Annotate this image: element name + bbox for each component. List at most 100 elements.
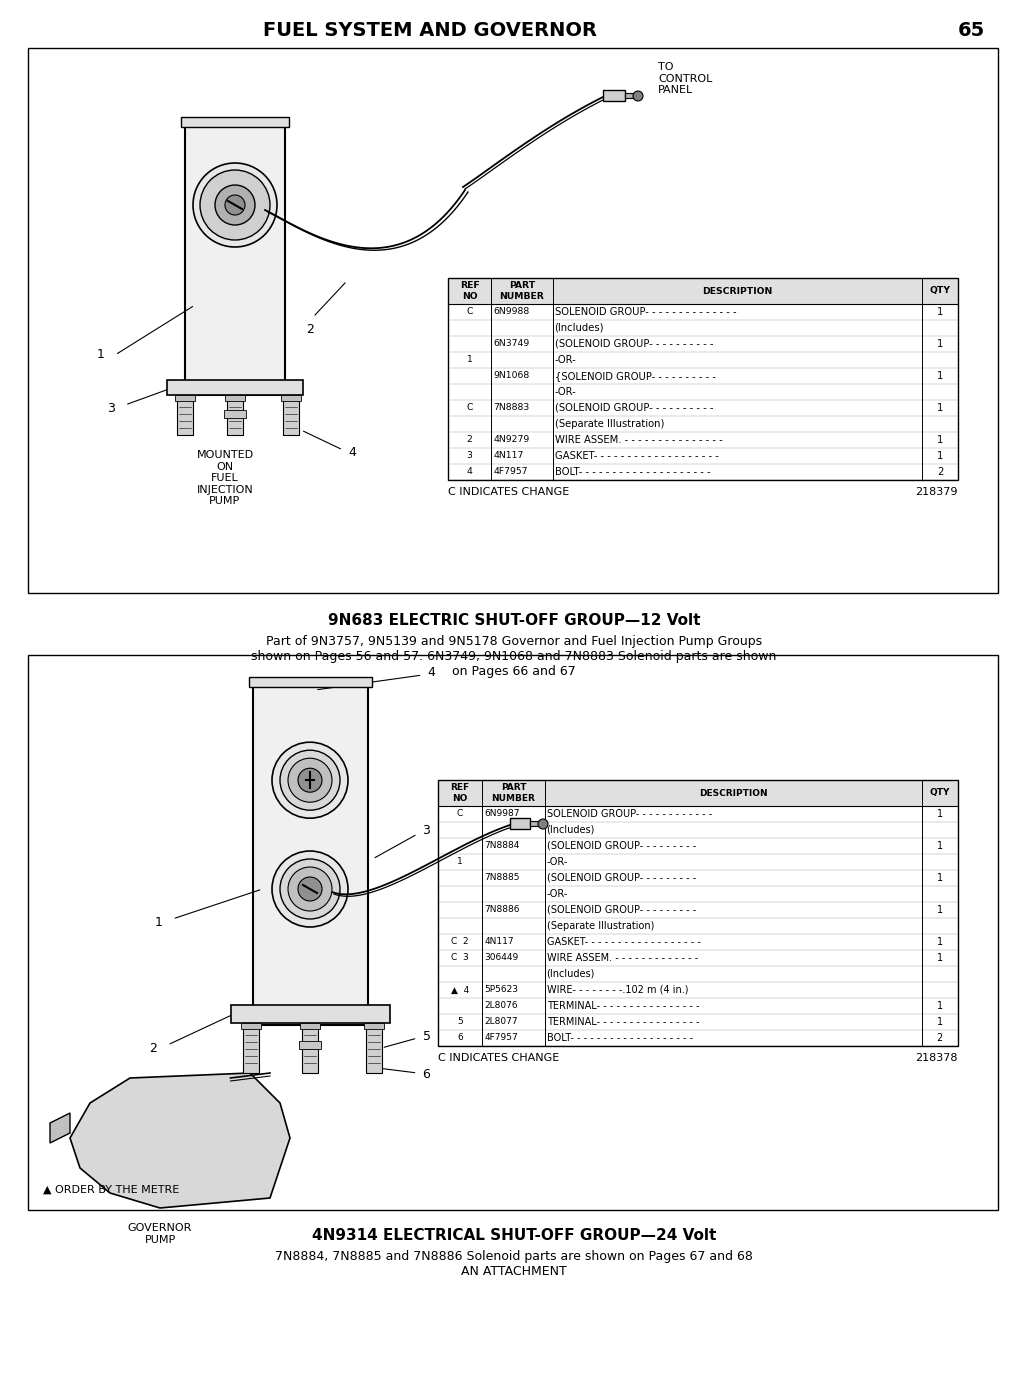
- Text: 4N9279: 4N9279: [493, 435, 530, 445]
- Bar: [248, 678, 371, 687]
- Bar: [283, 395, 299, 435]
- Text: 4F7957: 4F7957: [485, 1033, 518, 1043]
- Text: 7N8883: 7N8883: [493, 403, 530, 413]
- Text: 1: 1: [154, 916, 163, 928]
- Text: 3: 3: [423, 825, 430, 837]
- Text: QTY: QTY: [929, 788, 950, 798]
- Text: 1: 1: [936, 1001, 943, 1011]
- Text: 1: 1: [937, 339, 944, 349]
- Text: 1: 1: [936, 1016, 943, 1028]
- Text: 2: 2: [937, 468, 944, 477]
- Text: 3: 3: [467, 451, 472, 461]
- Text: 1: 1: [937, 307, 944, 316]
- Text: 1: 1: [937, 371, 944, 381]
- Text: C: C: [466, 403, 473, 413]
- Text: BOLT- - - - - - - - - - - - - - - - - - -: BOLT- - - - - - - - - - - - - - - - - - …: [546, 1033, 693, 1043]
- Text: TERMINAL- - - - - - - - - - - - - - - -: TERMINAL- - - - - - - - - - - - - - - -: [546, 1016, 699, 1028]
- Bar: [224, 410, 246, 419]
- Text: C  3: C 3: [452, 953, 469, 963]
- Text: 1: 1: [936, 937, 943, 946]
- Text: 7N8884, 7N8885 and 7N8886 Solenoid parts are shown on Pages 67 and 68
AN ATTACHM: 7N8884, 7N8885 and 7N8886 Solenoid parts…: [275, 1250, 753, 1278]
- Text: SOLENOID GROUP- - - - - - - - - - - -: SOLENOID GROUP- - - - - - - - - - - -: [546, 809, 712, 819]
- Circle shape: [280, 860, 340, 918]
- Text: REF
NO: REF NO: [460, 281, 480, 301]
- Text: 1: 1: [936, 841, 943, 851]
- Text: 1: 1: [936, 904, 943, 916]
- Bar: [301, 1023, 318, 1072]
- Text: Part of 9N3757, 9N5139 and 9N5178 Governor and Fuel Injection Pump Groups
shown : Part of 9N3757, 9N5139 and 9N5178 Govern…: [251, 636, 777, 678]
- Text: C: C: [457, 809, 463, 819]
- Text: 4: 4: [427, 666, 435, 679]
- Circle shape: [288, 867, 332, 911]
- Bar: [603, 90, 625, 101]
- Circle shape: [538, 819, 548, 829]
- Text: 1: 1: [937, 403, 944, 413]
- Text: QTY: QTY: [929, 287, 951, 295]
- Text: PART
NUMBER: PART NUMBER: [499, 281, 544, 301]
- Bar: [300, 1023, 320, 1029]
- Text: 6: 6: [457, 1033, 463, 1043]
- Text: REF
NO: REF NO: [451, 783, 469, 802]
- Bar: [530, 820, 540, 826]
- Text: PART
NUMBER: PART NUMBER: [492, 783, 535, 802]
- Polygon shape: [50, 1113, 70, 1142]
- Text: -OR-: -OR-: [546, 857, 568, 867]
- Text: 9N1068: 9N1068: [493, 371, 530, 381]
- Text: 9N683 ELECTRIC SHUT-OFF GROUP—12 Volt: 9N683 ELECTRIC SHUT-OFF GROUP—12 Volt: [328, 613, 701, 629]
- Text: 2: 2: [149, 1042, 157, 1054]
- Text: 5P5623: 5P5623: [485, 986, 519, 994]
- Text: (Includes): (Includes): [555, 323, 604, 333]
- Text: (Includes): (Includes): [546, 969, 595, 979]
- Text: (SOLENOID GROUP- - - - - - - - -: (SOLENOID GROUP- - - - - - - - -: [546, 904, 696, 916]
- Bar: [438, 780, 958, 1046]
- Text: 1: 1: [467, 356, 472, 364]
- Text: 7N8885: 7N8885: [485, 874, 520, 882]
- Text: 1: 1: [936, 874, 943, 883]
- Text: SOLENOID GROUP- - - - - - - - - - - - - -: SOLENOID GROUP- - - - - - - - - - - - - …: [555, 307, 736, 316]
- Text: ▲  4: ▲ 4: [451, 986, 469, 994]
- Bar: [243, 1023, 258, 1072]
- Text: 4N9314 ELECTRICAL SHUT-OFF GROUP—24 Volt: 4N9314 ELECTRICAL SHUT-OFF GROUP—24 Volt: [312, 1228, 716, 1243]
- Text: 4: 4: [348, 447, 356, 459]
- Bar: [252, 685, 367, 1025]
- Text: C: C: [466, 308, 473, 316]
- Text: 1: 1: [97, 349, 105, 361]
- Text: GOVERNOR
PUMP: GOVERNOR PUMP: [128, 1224, 192, 1245]
- Text: 6: 6: [423, 1068, 430, 1081]
- Text: MOUNTED
ON
FUEL
INJECTION
PUMP: MOUNTED ON FUEL INJECTION PUMP: [197, 449, 253, 507]
- Circle shape: [298, 876, 322, 902]
- Text: TO
CONTROL
PANEL: TO CONTROL PANEL: [658, 62, 712, 95]
- Text: (SOLENOID GROUP- - - - - - - - - -: (SOLENOID GROUP- - - - - - - - - -: [555, 403, 713, 413]
- Circle shape: [200, 169, 270, 239]
- Text: TERMINAL- - - - - - - - - - - - - - - -: TERMINAL- - - - - - - - - - - - - - - -: [546, 1001, 699, 1011]
- Text: 7N8884: 7N8884: [485, 841, 520, 850]
- Text: 4F7957: 4F7957: [493, 468, 528, 476]
- Text: C INDICATES CHANGE: C INDICATES CHANGE: [438, 1053, 559, 1063]
- Text: 218379: 218379: [916, 487, 958, 497]
- Bar: [177, 395, 193, 435]
- Bar: [363, 1023, 384, 1029]
- Text: 2: 2: [936, 1033, 943, 1043]
- Text: BOLT- - - - - - - - - - - - - - - - - - - -: BOLT- - - - - - - - - - - - - - - - - - …: [555, 468, 710, 477]
- Text: DESCRIPTION: DESCRIPTION: [699, 788, 768, 798]
- Text: 6N3749: 6N3749: [493, 340, 530, 349]
- Bar: [185, 125, 285, 395]
- Text: 2: 2: [306, 323, 314, 336]
- Circle shape: [272, 851, 348, 927]
- Text: FUEL SYSTEM AND GOVERNOR: FUEL SYSTEM AND GOVERNOR: [263, 21, 597, 39]
- Text: WIRE- - - - - - - -.102 m (4 in.): WIRE- - - - - - - -.102 m (4 in.): [546, 986, 688, 995]
- Text: ▲ ORDER BY THE METRE: ▲ ORDER BY THE METRE: [43, 1184, 179, 1196]
- Polygon shape: [70, 1072, 290, 1208]
- Text: WIRE ASSEM. - - - - - - - - - - - - -: WIRE ASSEM. - - - - - - - - - - - - -: [546, 953, 698, 963]
- Text: 5: 5: [457, 1018, 463, 1026]
- Text: 306449: 306449: [485, 953, 519, 963]
- Circle shape: [280, 750, 340, 811]
- Bar: [175, 395, 196, 400]
- Text: (Separate Illustration): (Separate Illustration): [555, 419, 664, 428]
- Bar: [28, 48, 998, 594]
- Text: 3: 3: [107, 402, 115, 414]
- Text: (SOLENOID GROUP- - - - - - - - -: (SOLENOID GROUP- - - - - - - - -: [546, 841, 696, 851]
- Text: (SOLENOID GROUP- - - - - - - - -: (SOLENOID GROUP- - - - - - - - -: [546, 874, 696, 883]
- Bar: [28, 655, 998, 1210]
- Text: GASKET- - - - - - - - - - - - - - - - - -: GASKET- - - - - - - - - - - - - - - - - …: [546, 937, 701, 946]
